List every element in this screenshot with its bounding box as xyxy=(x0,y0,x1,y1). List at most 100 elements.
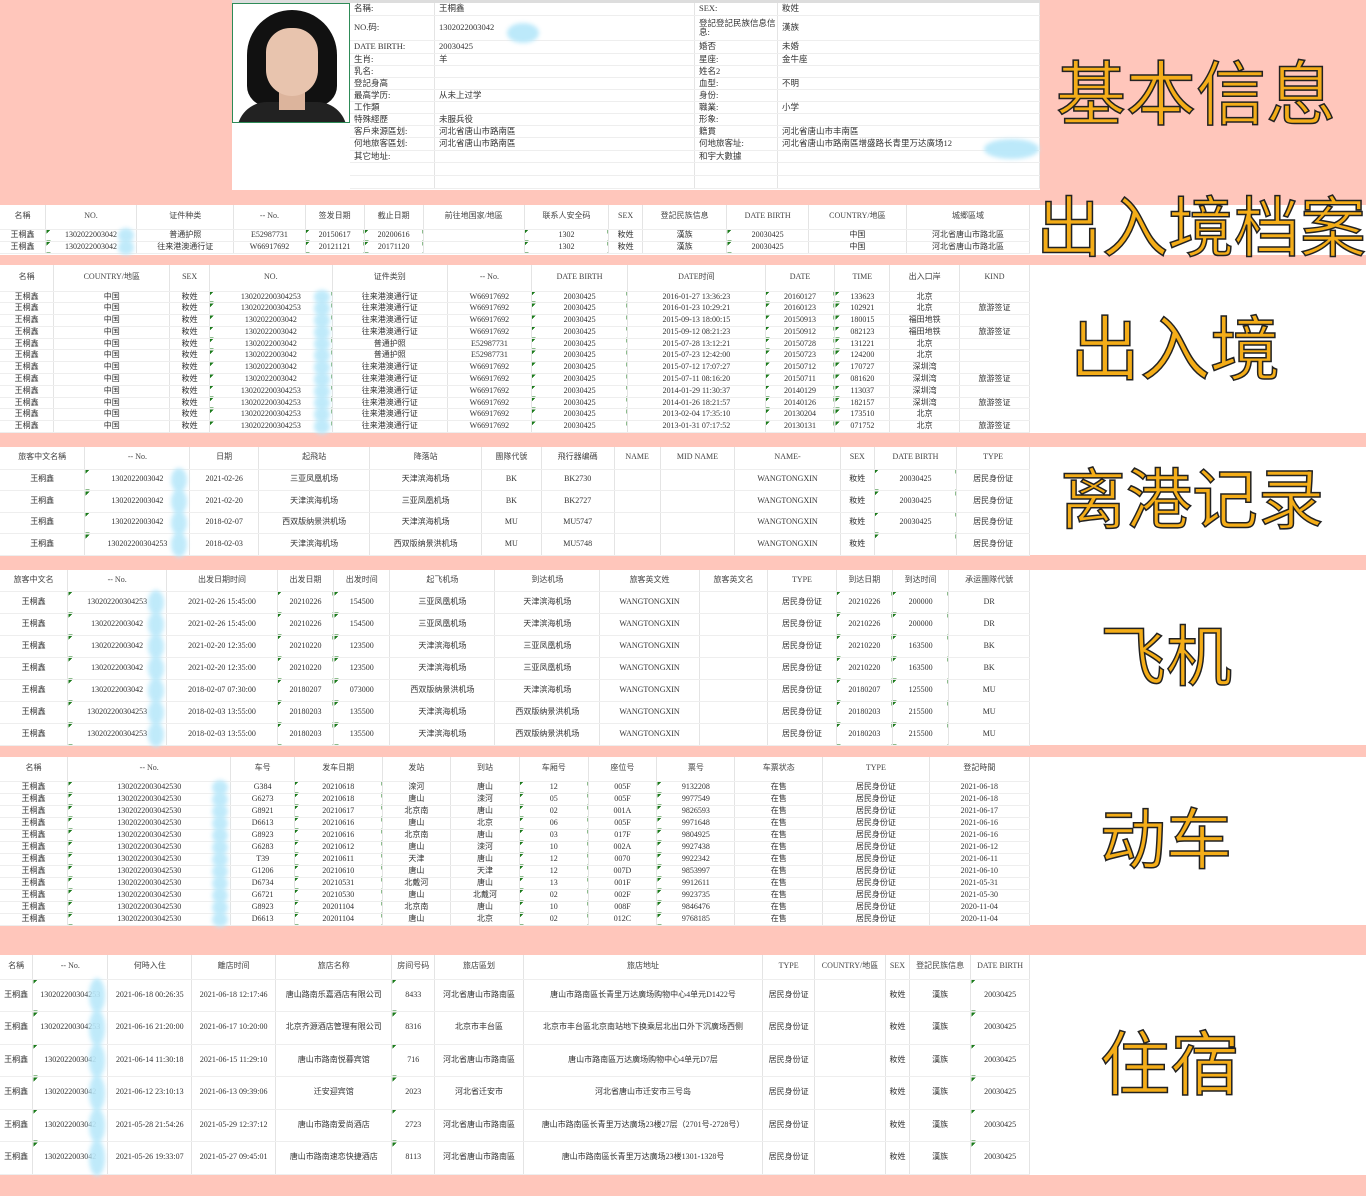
column-header[interactable]: 证件种类 xyxy=(136,205,235,230)
column-header[interactable]: 到达时间 xyxy=(892,570,950,592)
table-row[interactable]: 王桐鑫 130202200304253 2021-06-18 00:26:35 202… xyxy=(0,979,1030,1012)
column-header[interactable]: 到达日期 xyxy=(836,570,893,592)
column-header[interactable]: 城郷區域 xyxy=(906,205,1031,230)
table-row[interactable]: 王桐鑫 1302022003042 2021-02-20 天津滨海机场 三亚凤凰机场 BK… xyxy=(0,490,1030,513)
column-header[interactable]: 旅店區划 xyxy=(434,955,524,980)
column-header[interactable]: TIME xyxy=(834,265,891,292)
table-row[interactable]: 王桐鑫 1302022003042530 T39 20210611 天津 唐山 12 0070… xyxy=(0,853,1031,866)
table-row[interactable]: 王桐鑫 1302022003042 2021-06-12 23:10:13 2021-… xyxy=(0,1076,1030,1110)
column-header[interactable]: SEX xyxy=(608,205,643,230)
column-header[interactable]: 名稱 xyxy=(0,757,68,782)
column-header[interactable]: 发站 xyxy=(382,757,452,782)
column-header[interactable]: DATE时间 xyxy=(627,265,766,292)
table-row[interactable]: 王桐鑫 1302022003042530 G8923 20201104 北京南 唐山 10 0… xyxy=(0,901,1031,914)
column-header[interactable]: 起飛站 xyxy=(258,447,371,470)
table-row[interactable]: 王桐鑫 1302022003042 往来港澳通行证 W66917692 20121121… xyxy=(0,241,1031,254)
column-header[interactable]: 发车日期 xyxy=(294,757,383,782)
table-row[interactable]: 王桐鑫 1302022003042530 D6613 20201104 唐山 北京 02 01… xyxy=(0,913,1031,926)
table-row[interactable]: 王桐鑫 130202200304253 2021-02-26 15:45:00 202… xyxy=(0,591,1030,614)
column-header[interactable]: 起飞机场 xyxy=(389,570,496,592)
table-row[interactable]: 王桐鑫 1302022003042530 G1206 20210610 唐山 天津 12 00… xyxy=(0,865,1031,878)
table-row[interactable]: 王桐鑫 中国 籹姓 130202200304253 往来港澳通行证 W66917692 20… xyxy=(0,291,1030,304)
column-header[interactable]: NO. xyxy=(209,265,333,292)
column-header[interactable]: 车厢号 xyxy=(519,757,589,782)
column-header[interactable]: -- No. xyxy=(32,955,109,980)
column-header[interactable]: 签发日期 xyxy=(305,205,365,230)
column-header[interactable]: -- No. xyxy=(67,757,232,782)
column-header[interactable]: MID NAME xyxy=(660,447,736,470)
table-row[interactable]: 王桐鑫 中国 籹姓 1302022003042 往来港澳通行证 W66917692 2003… xyxy=(0,314,1030,327)
column-header[interactable]: DATE xyxy=(765,265,836,292)
column-header[interactable]: NAME xyxy=(614,447,661,470)
column-header[interactable]: SEX xyxy=(169,265,210,292)
table-row[interactable]: 王桐鑫 1302022003042530 D6613 20210616 唐山 北京 06 00… xyxy=(0,817,1031,830)
column-header[interactable]: 旅客英文名 xyxy=(699,570,769,592)
table-row[interactable]: 王桐鑫 1302022003042530 D6734 20210531 北戴河 唐山 13 0… xyxy=(0,877,1031,890)
table-row[interactable]: 王桐鑫 1302022003042 普通护照 E52987731 20150617 202… xyxy=(0,229,1031,242)
column-header[interactable]: DATE BIRTH xyxy=(726,205,809,230)
table-row[interactable]: 王桐鑫 130202200304253 2018-02-03 天津滨海机场 西双版纳景洪… xyxy=(0,533,1030,556)
table-row[interactable]: 王桐鑫 中国 籹姓 130202200304253 往来港澳通行证 W66917692 20… xyxy=(0,385,1030,398)
table-row[interactable]: 王桐鑫 1302022003042530 G6283 20210612 唐山 滦河 10 00… xyxy=(0,841,1031,854)
column-header[interactable]: 登記民族信息 xyxy=(909,955,972,980)
table-row[interactable]: 王桐鑫 中国 籹姓 1302022003042 普通护照 E52987731 2003042… xyxy=(0,349,1030,363)
table-row[interactable]: 王桐鑫 中国 籹姓 1302022003042 往来港澳通行证 W66917692 2003… xyxy=(0,373,1030,386)
column-header[interactable]: 联系人安全码 xyxy=(524,205,610,230)
column-header[interactable]: COUNTRY/地區 xyxy=(808,205,907,230)
table-row[interactable]: 王桐鑫 中国 籹姓 130202200304253 往来港澳通行证 W66917692 20… xyxy=(0,420,1030,434)
table-row[interactable]: 王桐鑫 1302022003042 2021-05-26 19:33:07 2021-… xyxy=(0,1141,1030,1175)
column-header[interactable]: 到站 xyxy=(450,757,520,782)
table-row[interactable]: 王桐鑫 130202200304253 2018-02-03 13:55:00 201… xyxy=(0,723,1030,746)
column-header[interactable]: TYPE xyxy=(767,570,837,592)
column-header[interactable]: 房间号码 xyxy=(391,955,436,980)
column-header[interactable]: 登記時間 xyxy=(929,757,1031,782)
column-header[interactable]: SEX xyxy=(840,447,875,470)
column-header[interactable]: 何時入住 xyxy=(107,955,193,980)
table-row[interactable]: 王桐鑫 130202200304253 2018-02-03 13:55:00 201… xyxy=(0,701,1030,724)
table-row[interactable]: 王桐鑫 1302022003042 2021-02-26 15:45:00 20210… xyxy=(0,613,1030,636)
column-header[interactable]: 出发日期时间 xyxy=(166,570,278,592)
column-header[interactable]: 车票状态 xyxy=(734,757,824,782)
table-row[interactable]: 王桐鑫 中国 籹姓 1302022003042 往来港澳通行证 W66917692 2003… xyxy=(0,326,1030,339)
table-row[interactable]: 王桐鑫 1302022003042 2018-02-07 07:30:00 20180… xyxy=(0,679,1030,702)
column-header[interactable]: 承运團隊代號 xyxy=(948,570,1030,592)
column-header[interactable]: 出入口岸 xyxy=(889,265,961,292)
column-header[interactable]: 旅客英文姓 xyxy=(599,570,700,592)
column-header[interactable]: 日期 xyxy=(189,447,259,470)
column-header[interactable]: 证件类别 xyxy=(332,265,448,292)
column-header[interactable]: 车号 xyxy=(230,757,295,782)
table-row[interactable]: 王桐鑫 中国 籹姓 1302022003042 普通护照 E52987731 2003042… xyxy=(0,338,1030,351)
column-header[interactable]: DATE BIRTH xyxy=(970,955,1030,980)
column-header[interactable]: 旅客中文名 xyxy=(0,570,69,592)
column-header[interactable]: 旅客中文名稱 xyxy=(0,447,86,470)
column-header[interactable]: 座位号 xyxy=(588,757,658,782)
column-header[interactable]: 旅店名称 xyxy=(275,955,393,980)
column-header[interactable]: -- No. xyxy=(447,265,532,292)
table-row[interactable]: 王桐鑫 1302022003042530 G8921 20210617 北京南 唐山 02 0… xyxy=(0,805,1031,818)
column-header[interactable]: -- No. xyxy=(233,205,306,230)
column-header[interactable]: 到达机场 xyxy=(494,570,601,592)
column-header[interactable]: 截止日期 xyxy=(364,205,424,230)
column-header[interactable]: COUNTRY/地區 xyxy=(53,265,171,292)
table-row[interactable]: 王桐鑫 1302022003042 2021-02-20 12:35:00 20210… xyxy=(0,657,1030,680)
column-header[interactable]: -- No. xyxy=(67,570,168,592)
column-header[interactable]: 團隊代號 xyxy=(481,447,542,470)
column-header[interactable]: DATE BIRTH xyxy=(531,265,629,292)
column-header[interactable]: 出发日期 xyxy=(277,570,335,592)
column-header[interactable]: 名稱 xyxy=(0,955,34,980)
table-row[interactable]: 王桐鑫 中国 籹姓 130202200304253 往来港澳通行证 W66917692 20… xyxy=(0,408,1030,422)
column-header[interactable]: NAME- xyxy=(734,447,841,470)
column-header[interactable]: SEX xyxy=(885,955,911,980)
column-header[interactable]: DATE BIRTH xyxy=(874,447,958,470)
column-header[interactable]: NO. xyxy=(45,205,138,230)
column-header[interactable]: TYPE xyxy=(762,955,816,980)
column-header[interactable]: 離店时间 xyxy=(191,955,277,980)
table-row[interactable]: 王桐鑫 130202200304253 2021-06-16 21:20:00 202… xyxy=(0,1011,1030,1045)
table-row[interactable]: 王桐鑫 1302022003042 2021-05-28 21:54:26 2021-… xyxy=(0,1109,1030,1142)
table-row[interactable]: 王桐鑫 1302022003042 2021-06-14 11:30:18 2021-… xyxy=(0,1044,1030,1077)
column-header[interactable]: COUNTRY/地區 xyxy=(814,955,886,980)
column-header[interactable]: TYPE xyxy=(822,757,930,782)
column-header[interactable]: 飛行器编碼 xyxy=(541,447,615,470)
column-header[interactable]: KIND xyxy=(959,265,1030,292)
table-row[interactable]: 王桐鑫 1302022003042530 G8923 20210616 北京南 唐山 03 0… xyxy=(0,829,1031,842)
